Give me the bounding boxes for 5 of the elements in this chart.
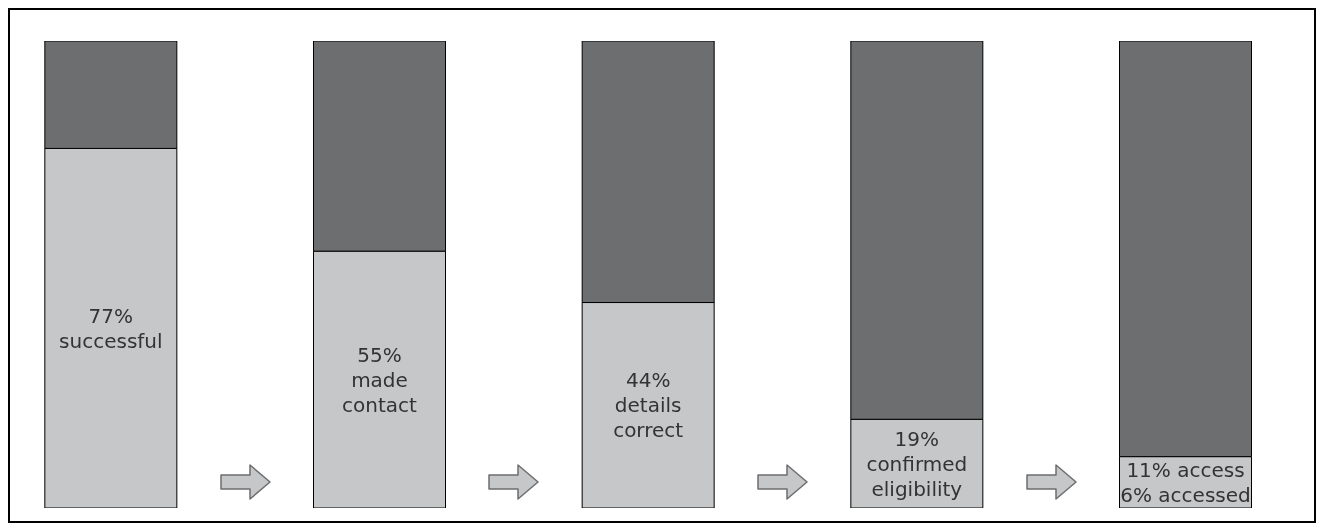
data-label: 44% details correct bbox=[613, 368, 684, 443]
data-label: 77% successful bbox=[59, 303, 163, 353]
data-label: 19% confirmed eligibility bbox=[866, 426, 968, 501]
data-label: 55% made contact bbox=[342, 342, 418, 417]
data-label: 11% access 6% accessed bbox=[1120, 457, 1251, 507]
